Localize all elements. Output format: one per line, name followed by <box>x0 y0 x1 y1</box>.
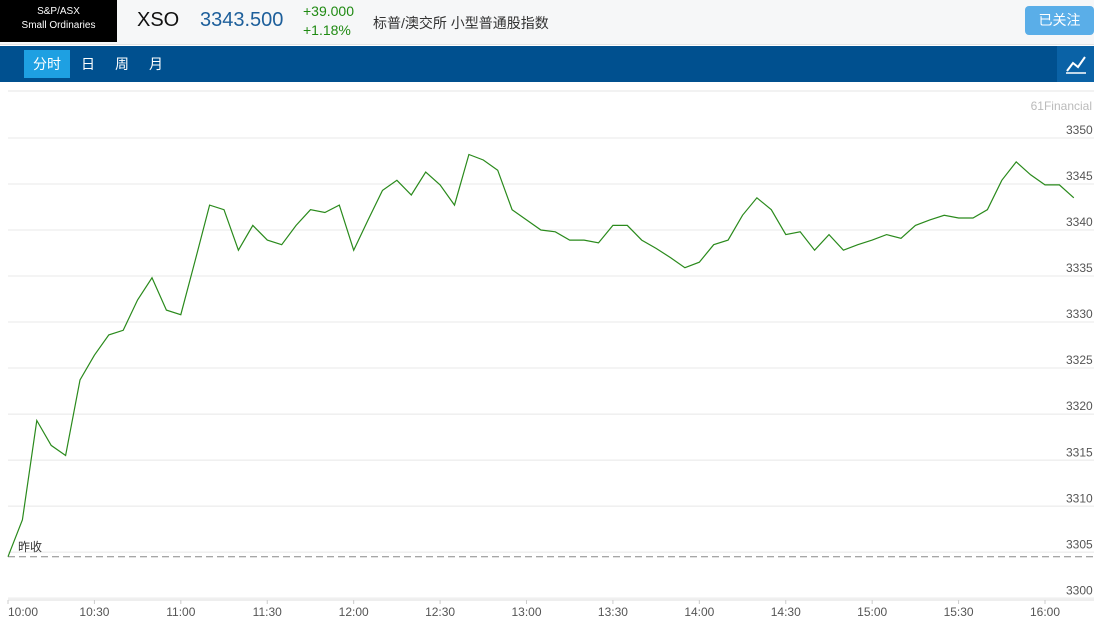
y-tick-label: 3335 <box>1066 261 1093 275</box>
y-tick-label: 3320 <box>1066 399 1093 413</box>
follow-button[interactable]: 已关注 <box>1025 6 1094 35</box>
x-tick-label: 14:00 <box>684 605 714 619</box>
tab[interactable]: 周 <box>115 56 129 72</box>
x-tick-label: 15:00 <box>857 605 887 619</box>
x-tick-label: 10:30 <box>79 605 109 619</box>
x-tick-label: 10:00 <box>8 605 38 619</box>
y-tick-label: 3325 <box>1066 353 1093 367</box>
chart-icon <box>1066 56 1086 74</box>
tab[interactable]: 分时 <box>24 50 70 78</box>
tab[interactable]: 日 <box>81 56 95 72</box>
index-name: 标普/澳交所 小型普通股指数 <box>373 15 549 31</box>
logo: S&P/ASX Small Ordinaries <box>0 0 117 42</box>
change: +39.000 <box>303 3 354 19</box>
tab[interactable]: 月 <box>149 56 163 72</box>
change-pct: +1.18% <box>303 22 351 38</box>
y-tick-label: 3330 <box>1066 307 1093 321</box>
reference-label: 昨收 <box>18 540 42 554</box>
price: 3343.500 <box>200 9 284 31</box>
y-tick-label: 3305 <box>1066 537 1093 551</box>
x-tick-label: 13:30 <box>598 605 628 619</box>
x-tick-label: 14:30 <box>771 605 801 619</box>
y-tick-label: 3345 <box>1066 169 1093 183</box>
x-tick-label: 11:00 <box>166 605 195 619</box>
x-tick-label: 11:30 <box>253 605 282 619</box>
watermark: 61Financial <box>1031 99 1092 113</box>
tab-bar: 分时 日 周 月 <box>0 46 1094 82</box>
x-tick-label: 15:30 <box>944 605 974 619</box>
y-tick-label: 3300 <box>1066 583 1093 597</box>
y-tick-label: 3340 <box>1066 215 1093 229</box>
y-tick-label: 3315 <box>1066 445 1093 459</box>
x-tick-label: 12:00 <box>339 605 369 619</box>
y-tick-label: 3310 <box>1066 491 1093 505</box>
header-bar: S&P/ASX Small Ordinaries XSO 3343.500 +3… <box>0 0 1094 45</box>
y-tick-label: 3350 <box>1066 123 1093 137</box>
x-tick-label: 12:30 <box>425 605 455 619</box>
logo-line: S&P/ASX <box>37 6 80 17</box>
x-tick-label: 16:00 <box>1030 605 1060 619</box>
x-tick-label: 13:00 <box>511 605 541 619</box>
symbol: XSO <box>137 9 180 31</box>
logo-line: Small Ordinaries <box>21 20 96 31</box>
price-line <box>7 153 1075 557</box>
chart-icon-button[interactable] <box>1057 46 1094 82</box>
